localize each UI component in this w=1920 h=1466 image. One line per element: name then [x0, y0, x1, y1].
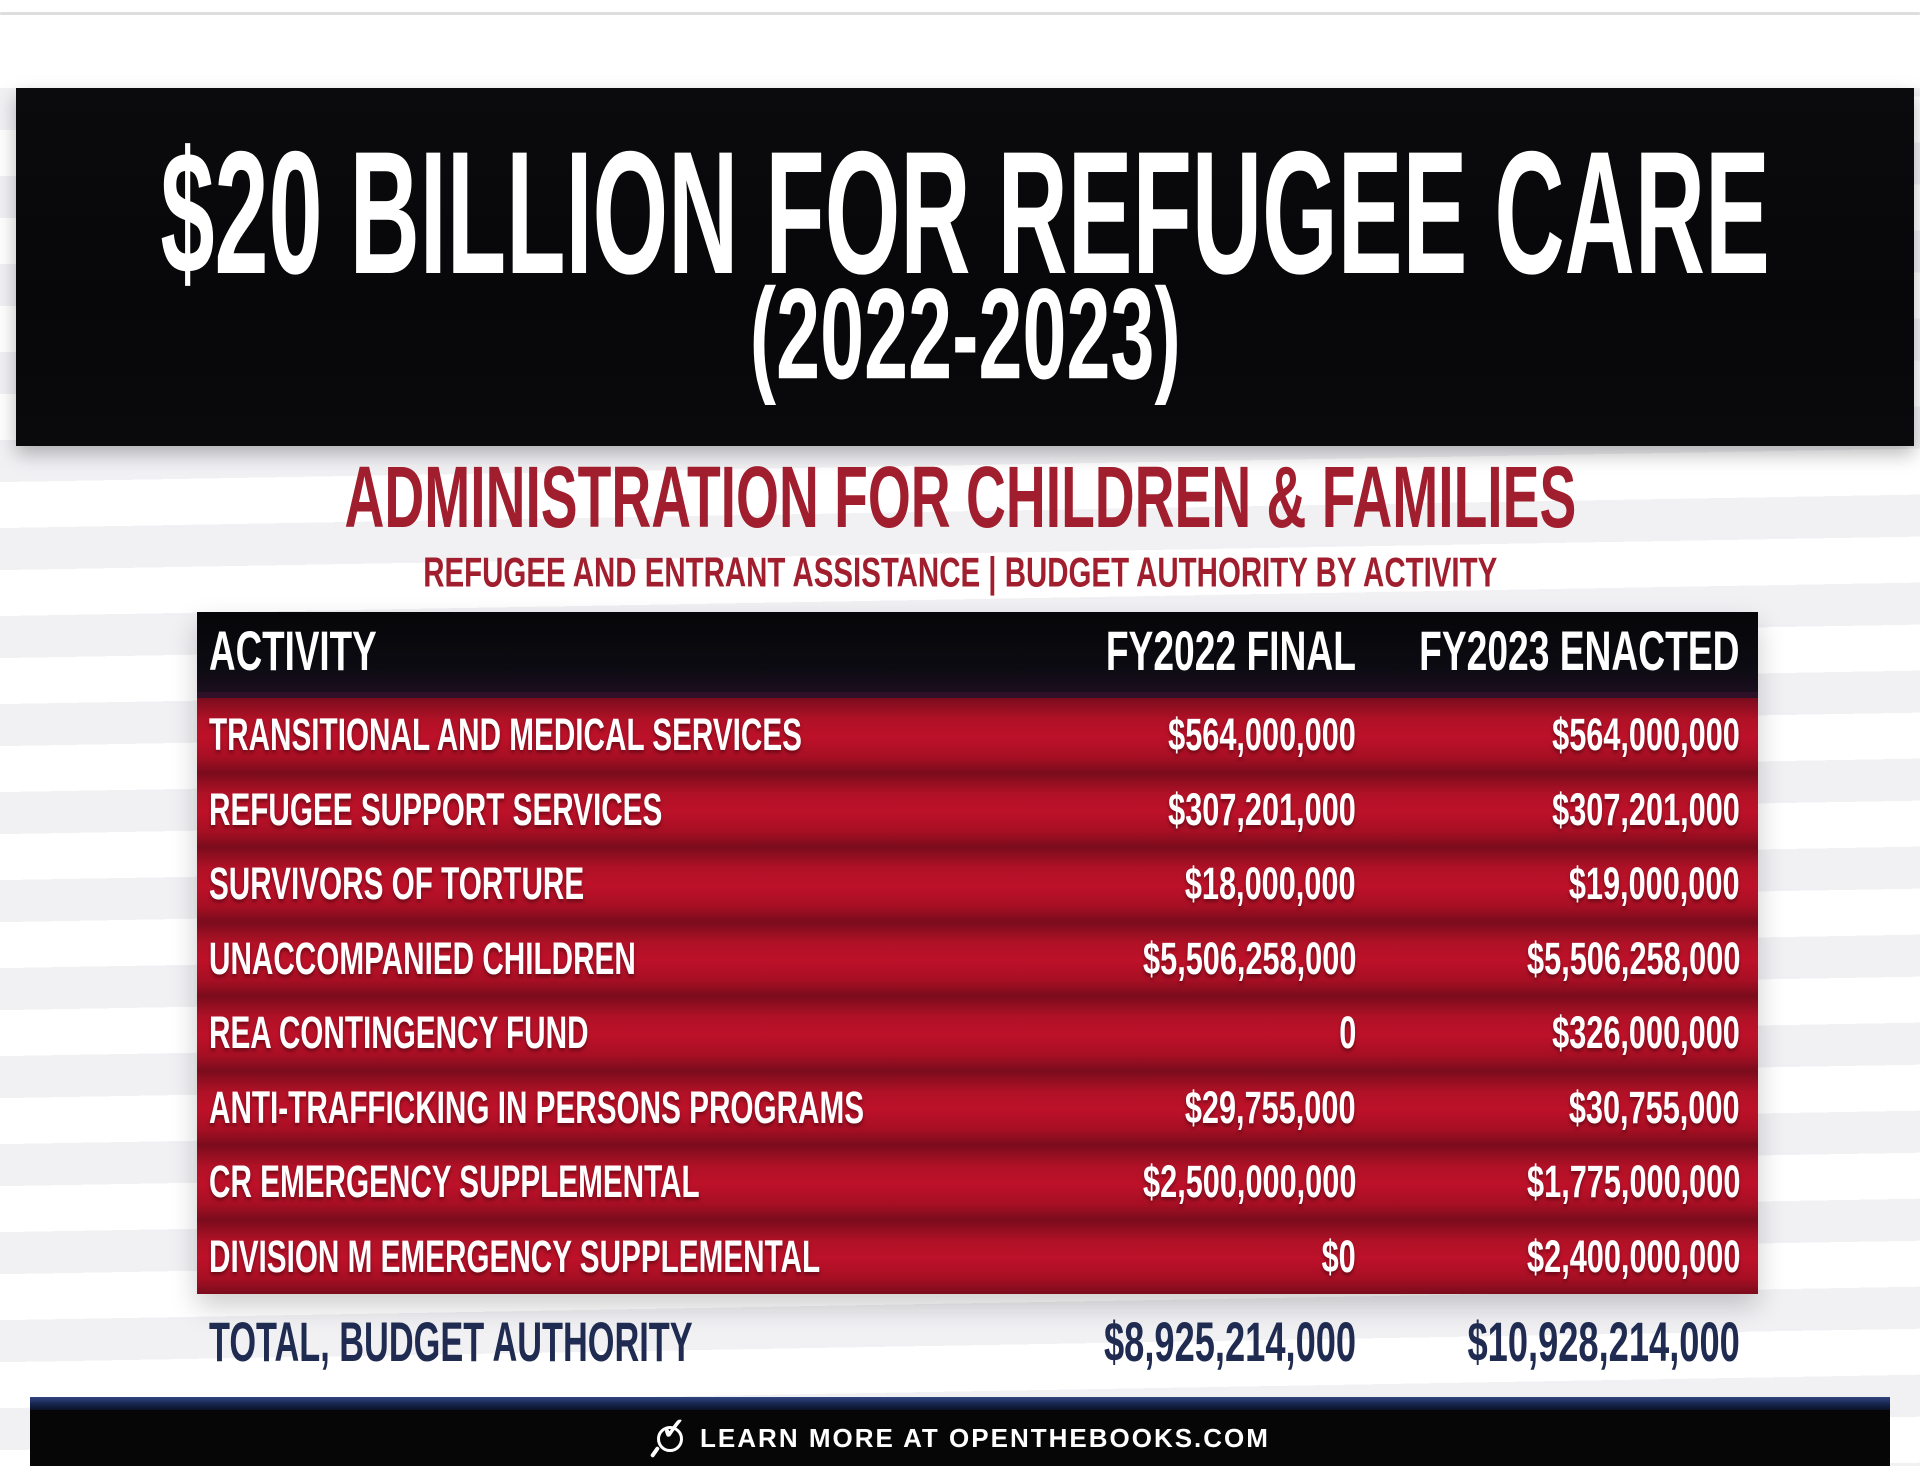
- fy2023-cell: $307,201,000: [1552, 783, 1740, 835]
- table-header-row: ACTIVITY FY2022 FINAL FY2023 ENACTED: [197, 612, 1758, 698]
- top-divider-line: [0, 12, 1920, 15]
- magnifier-check-icon: ✓: [649, 1413, 686, 1460]
- top-white-strip: [0, 0, 1920, 88]
- activity-cell: CR EMERGENCY SUPPLEMENTAL: [209, 1156, 700, 1208]
- total-fy2023-cell: $10,928,214,000: [1467, 1312, 1740, 1374]
- table-row: UNACCOMPANIED CHILDREN $5,506,258,000 $5…: [197, 921, 1758, 996]
- fy2022-cell: $564,000,000: [1168, 709, 1356, 761]
- total-row: TOTAL, BUDGET AUTHORITY $8,925,214,000 $…: [197, 1294, 1758, 1394]
- fy2022-cell: $5,506,258,000: [1142, 932, 1356, 984]
- activity-cell: ANTI-TRAFFICKING IN PERSONS PROGRAMS: [209, 1081, 865, 1133]
- footer-navy-line: [30, 1397, 1890, 1410]
- table-subheading: REFUGEE AND ENTRANT ASSISTANCE | BUDGET …: [0, 540, 1920, 606]
- activity-cell: TRANSITIONAL AND MEDICAL SERVICES: [209, 709, 802, 761]
- activity-cell: UNACCOMPANIED CHILDREN: [209, 932, 636, 984]
- table-subheading-text: REFUGEE AND ENTRANT ASSISTANCE | BUDGET …: [423, 548, 1497, 596]
- fy2023-cell: $30,755,000: [1569, 1081, 1740, 1133]
- table-row: ANTI-TRAFFICKING IN PERSONS PROGRAMS $29…: [197, 1070, 1758, 1145]
- total-fy2022-cell: $8,925,214,000: [1103, 1312, 1356, 1374]
- footer-band: ✓ LEARN MORE AT OPENTHEBOOKS.COM: [30, 1397, 1890, 1466]
- budget-table: ACTIVITY FY2022 FINAL FY2023 ENACTED TRA…: [197, 612, 1758, 1294]
- fy2023-cell: $2,400,000,000: [1526, 1230, 1740, 1282]
- fy2023-cell: $326,000,000: [1552, 1007, 1740, 1059]
- table-row: SURVIVORS OF TORTURE $18,000,000 $19,000…: [197, 847, 1758, 922]
- fy2022-cell: $2,500,000,000: [1142, 1156, 1356, 1208]
- column-header-fy2022: FY2022 FINAL: [1105, 620, 1356, 682]
- table-row: CR EMERGENCY SUPPLEMENTAL $2,500,000,000…: [197, 1145, 1758, 1220]
- page-subtitle-years: (2022-2023): [16, 263, 1914, 407]
- activity-cell: REFUGEE SUPPORT SERVICES: [209, 783, 663, 835]
- table-row: REFUGEE SUPPORT SERVICES $307,201,000 $3…: [197, 772, 1758, 847]
- fy2023-cell: $564,000,000: [1552, 709, 1740, 761]
- page-subtitle-text: (2022-2023): [749, 262, 1181, 407]
- activity-cell: SURVIVORS OF TORTURE: [209, 858, 585, 910]
- total-label-cell: TOTAL, BUDGET AUTHORITY: [209, 1312, 693, 1374]
- page-title: $20 BILLION FOR REFUGEE CARE: [16, 114, 1914, 310]
- fy2022-cell: 0: [1338, 1007, 1356, 1059]
- activity-cell: REA CONTINGENCY FUND: [209, 1007, 589, 1059]
- fy2022-cell: $18,000,000: [1185, 858, 1356, 910]
- table-row: DIVISION M EMERGENCY SUPPLEMENTAL $0 $2,…: [197, 1219, 1758, 1294]
- column-header-fy2023: FY2023 ENACTED: [1419, 620, 1740, 682]
- page-title-text: $20 BILLION FOR REFUGEE CARE: [160, 114, 1770, 311]
- column-header-activity: ACTIVITY: [209, 620, 377, 682]
- fy2023-cell: $1,775,000,000: [1526, 1156, 1740, 1208]
- fy2022-cell: $29,755,000: [1185, 1081, 1356, 1133]
- activity-cell: DIVISION M EMERGENCY SUPPLEMENTAL: [209, 1230, 821, 1282]
- fy2022-cell: $0: [1321, 1230, 1356, 1282]
- footer-content: ✓ LEARN MORE AT OPENTHEBOOKS.COM: [30, 1410, 1890, 1466]
- table-body: TRANSITIONAL AND MEDICAL SERVICES $564,0…: [197, 698, 1758, 1294]
- fy2023-cell: $5,506,258,000: [1526, 932, 1740, 984]
- fy2023-cell: $19,000,000: [1569, 858, 1740, 910]
- table-row: TRANSITIONAL AND MEDICAL SERVICES $564,0…: [197, 698, 1758, 773]
- title-band: $20 BILLION FOR REFUGEE CARE (2022-2023): [16, 88, 1914, 446]
- footer-label: LEARN MORE AT OPENTHEBOOKS.COM: [700, 1422, 1270, 1453]
- fy2022-cell: $307,201,000: [1168, 783, 1356, 835]
- agency-heading-text: ADMINISTRATION FOR CHILDREN & FAMILIES: [344, 448, 1576, 547]
- agency-heading: ADMINISTRATION FOR CHILDREN & FAMILIES: [0, 449, 1920, 546]
- table-row: REA CONTINGENCY FUND 0 $326,000,000: [197, 996, 1758, 1071]
